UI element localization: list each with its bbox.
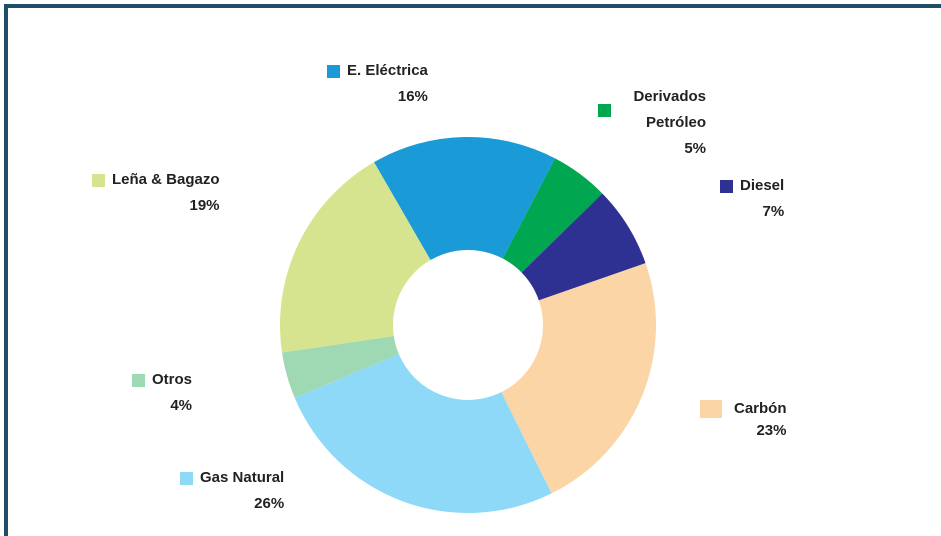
donut-slice xyxy=(521,193,646,301)
value-label: 26% xyxy=(254,495,285,512)
legend-entry: Diesel 7% xyxy=(720,173,784,225)
legend-label: E. Eléctrica xyxy=(347,62,428,79)
legend-entry: Leña & Bagazo 19% xyxy=(92,167,220,219)
donut-slice xyxy=(374,136,556,261)
legend-label: Otros xyxy=(152,371,193,388)
donut-slice xyxy=(502,158,603,273)
value-label: 5% xyxy=(684,140,706,157)
legend-swatch xyxy=(720,179,733,193)
donut-slice xyxy=(282,335,399,398)
legend-label: Diesel xyxy=(740,177,785,194)
legend-entry: Derivados Petróleo 5% xyxy=(598,84,706,162)
value-label: 4% xyxy=(170,397,193,414)
legend-row: E. Eléctrica xyxy=(327,58,428,84)
value-label: 19% xyxy=(189,197,220,214)
donut-slice xyxy=(501,263,656,494)
legend-label: Gas Natural xyxy=(200,469,285,486)
legend-label: Carbón xyxy=(734,400,787,417)
legend-swatch xyxy=(180,471,193,485)
legend-row: Leña & Bagazo xyxy=(92,167,220,193)
donut-slice xyxy=(294,354,552,513)
value-label: 7% xyxy=(762,203,785,220)
legend-swatch xyxy=(598,103,611,117)
value-label: 16% xyxy=(397,88,428,105)
legend-label: Leña & Bagazo xyxy=(112,171,220,188)
value-label: 23% xyxy=(756,422,787,439)
legend-entry: Gas Natural 26% xyxy=(180,465,284,517)
legend-swatch xyxy=(327,64,340,78)
legend-row: Diesel xyxy=(720,173,784,199)
donut-slice xyxy=(280,162,431,353)
legend-row: Otros xyxy=(132,367,192,393)
legend-swatch xyxy=(700,400,722,418)
legend-swatch xyxy=(132,373,145,387)
legend-label: Derivados Petróleo xyxy=(633,88,706,131)
legend-entry: Otros 4% xyxy=(132,367,192,419)
legend-row: Gas Natural xyxy=(180,465,284,491)
frame xyxy=(4,4,941,536)
legend-row: Carbón xyxy=(700,396,787,422)
legend-entry: Carbón 23% xyxy=(700,396,787,440)
legend-row: Derivados Petróleo xyxy=(598,84,706,136)
legend-swatch xyxy=(92,173,105,187)
legend-entry: E. Eléctrica 16% xyxy=(327,58,428,110)
